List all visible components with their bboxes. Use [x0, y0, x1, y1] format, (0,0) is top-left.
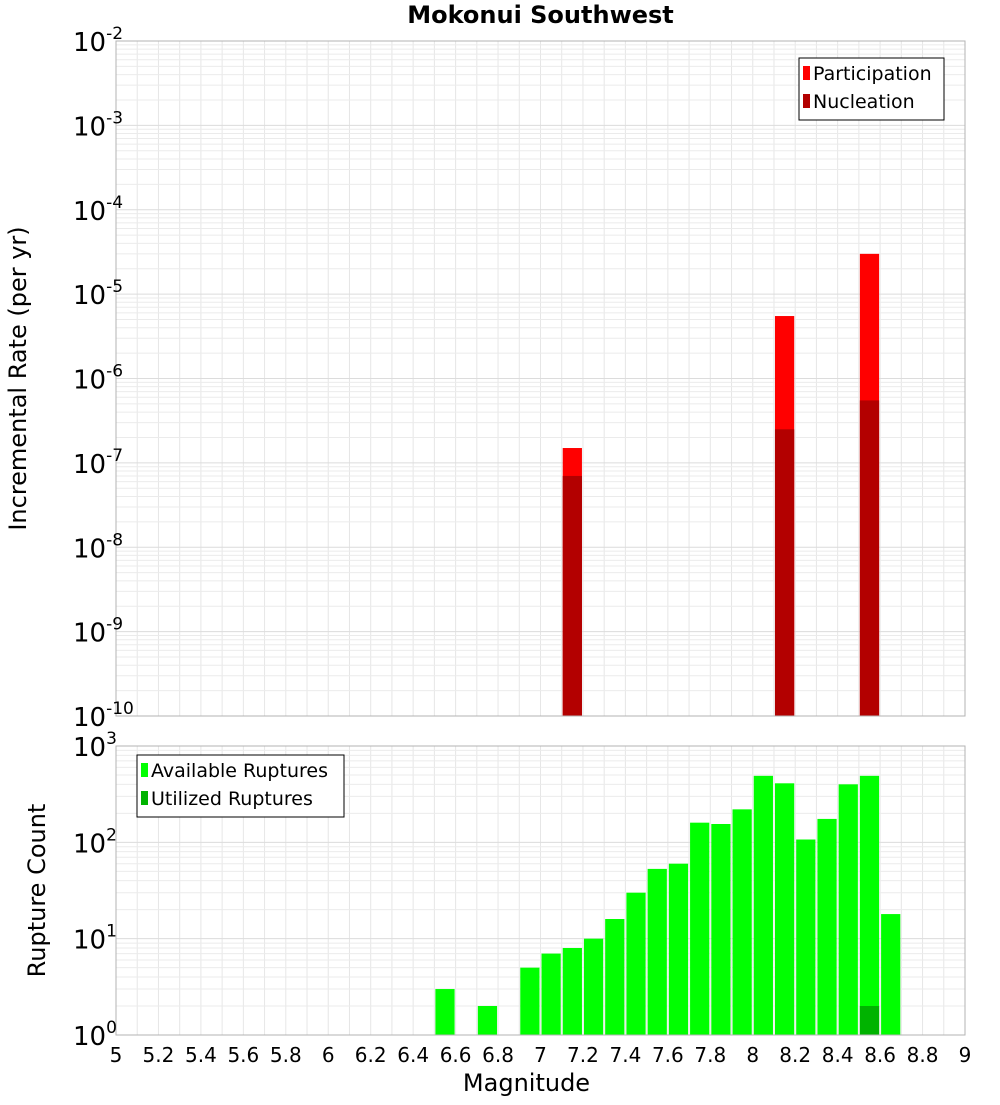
bar — [859, 775, 880, 1035]
x-tick-label: 5 — [110, 1043, 123, 1067]
series-utilized-ruptures — [859, 1006, 880, 1035]
y-tick-label: 103 — [73, 729, 117, 763]
series-nucleation — [562, 400, 880, 716]
x-tick-label: 8.4 — [822, 1043, 854, 1067]
bar — [626, 892, 646, 1035]
bar — [753, 775, 773, 1035]
bar — [562, 475, 582, 716]
y-tick-label: 10-10 — [73, 699, 134, 733]
x-tick-label: 5.6 — [227, 1043, 259, 1067]
y-tick-label: 102 — [73, 825, 117, 859]
legend-label: Available Ruptures — [151, 760, 328, 782]
plot-border — [115, 40, 966, 717]
x-tick-label: 6.8 — [482, 1043, 514, 1067]
bar — [690, 822, 710, 1035]
legend-label: Participation — [813, 63, 932, 85]
legend-box — [136, 754, 345, 818]
chart-title: Mokonui Southwest — [407, 1, 674, 29]
x-tick-label: 8 — [746, 1043, 759, 1067]
y-tick-label: 100 — [73, 1018, 117, 1052]
x-tick-label: 7.4 — [609, 1043, 641, 1067]
x-tick-label: 8.6 — [864, 1043, 896, 1067]
x-tick-label: 6 — [322, 1043, 335, 1067]
bar — [435, 989, 455, 1035]
bar — [817, 818, 837, 1035]
y-axis-label: Incremental Rate (per yr) — [4, 226, 32, 530]
y-tick-label: 10-7 — [73, 446, 123, 480]
bar — [562, 948, 582, 1035]
bar — [796, 839, 816, 1035]
x-tick-label: 8.8 — [907, 1043, 939, 1067]
x-tick-label: 7.8 — [694, 1043, 726, 1067]
x-tick-label: 6.6 — [440, 1043, 472, 1067]
legend-swatch — [803, 66, 810, 80]
legend-box — [798, 57, 945, 121]
x-tick-label: 8.2 — [779, 1043, 811, 1067]
grid — [115, 40, 966, 717]
bar — [583, 938, 604, 1035]
plot-border — [115, 745, 966, 1036]
x-tick-label: 5.4 — [185, 1043, 217, 1067]
bar — [881, 914, 901, 1035]
bar — [711, 823, 731, 1035]
bar — [838, 784, 858, 1035]
panel-1: 100 101 102 103 Rupture Count Available Ruptu… — [23, 729, 966, 1052]
x-tick-label: 7.6 — [652, 1043, 684, 1067]
x-tick-label: 9 — [959, 1043, 972, 1067]
x-tick-label: 6.2 — [355, 1043, 387, 1067]
series-available-ruptures — [435, 775, 901, 1035]
x-axis: 5 5.2 5.4 5.6 5.8 6 6.2 6.4 6.6 6.8 7 7.2 7.4 7.6 7.8 8… — [110, 1043, 972, 1097]
bar — [477, 1006, 498, 1035]
y-tick-label: 10-2 — [73, 24, 123, 58]
x-tick-label: 5.2 — [143, 1043, 175, 1067]
legend-label: Nucleation — [813, 91, 915, 113]
legend: Participation Nucleation — [798, 57, 945, 121]
bar — [859, 1006, 880, 1035]
x-tick-label: 7.2 — [567, 1043, 599, 1067]
y-tick-label: 10-8 — [73, 530, 123, 564]
x-tick-label: 7 — [534, 1043, 547, 1067]
bar — [668, 863, 689, 1035]
legend-swatch — [803, 94, 810, 108]
bar — [541, 953, 561, 1035]
bar — [859, 400, 880, 716]
y-tick-label: 10-4 — [73, 193, 123, 227]
x-tick-label: 6.4 — [397, 1043, 429, 1067]
bar — [605, 919, 625, 1035]
bar — [774, 783, 795, 1035]
x-axis-label: Magnitude — [463, 1069, 590, 1097]
legend: Available Ruptures Utilized Ruptures — [136, 754, 345, 818]
panel-0: 10-10 10-9 10-8 10-7 10-6 10-5 10-4 10-3 10-2 Inc… — [4, 24, 966, 733]
bar — [774, 429, 795, 716]
legend-label: Utilized Ruptures — [151, 788, 313, 810]
y-tick-label: 10-9 — [73, 615, 123, 649]
y-tick-label: 101 — [73, 922, 117, 956]
legend-swatch — [141, 763, 148, 777]
bar — [732, 809, 752, 1035]
y-axis-label: Rupture Count — [23, 804, 51, 978]
legend-swatch — [141, 791, 148, 805]
y-tick-label: 10-6 — [73, 362, 123, 396]
y-tick-label: 10-5 — [73, 277, 123, 311]
bar — [520, 967, 540, 1035]
bar — [647, 868, 667, 1035]
x-tick-label: 5.8 — [270, 1043, 302, 1067]
y-tick-label: 10-3 — [73, 108, 123, 142]
